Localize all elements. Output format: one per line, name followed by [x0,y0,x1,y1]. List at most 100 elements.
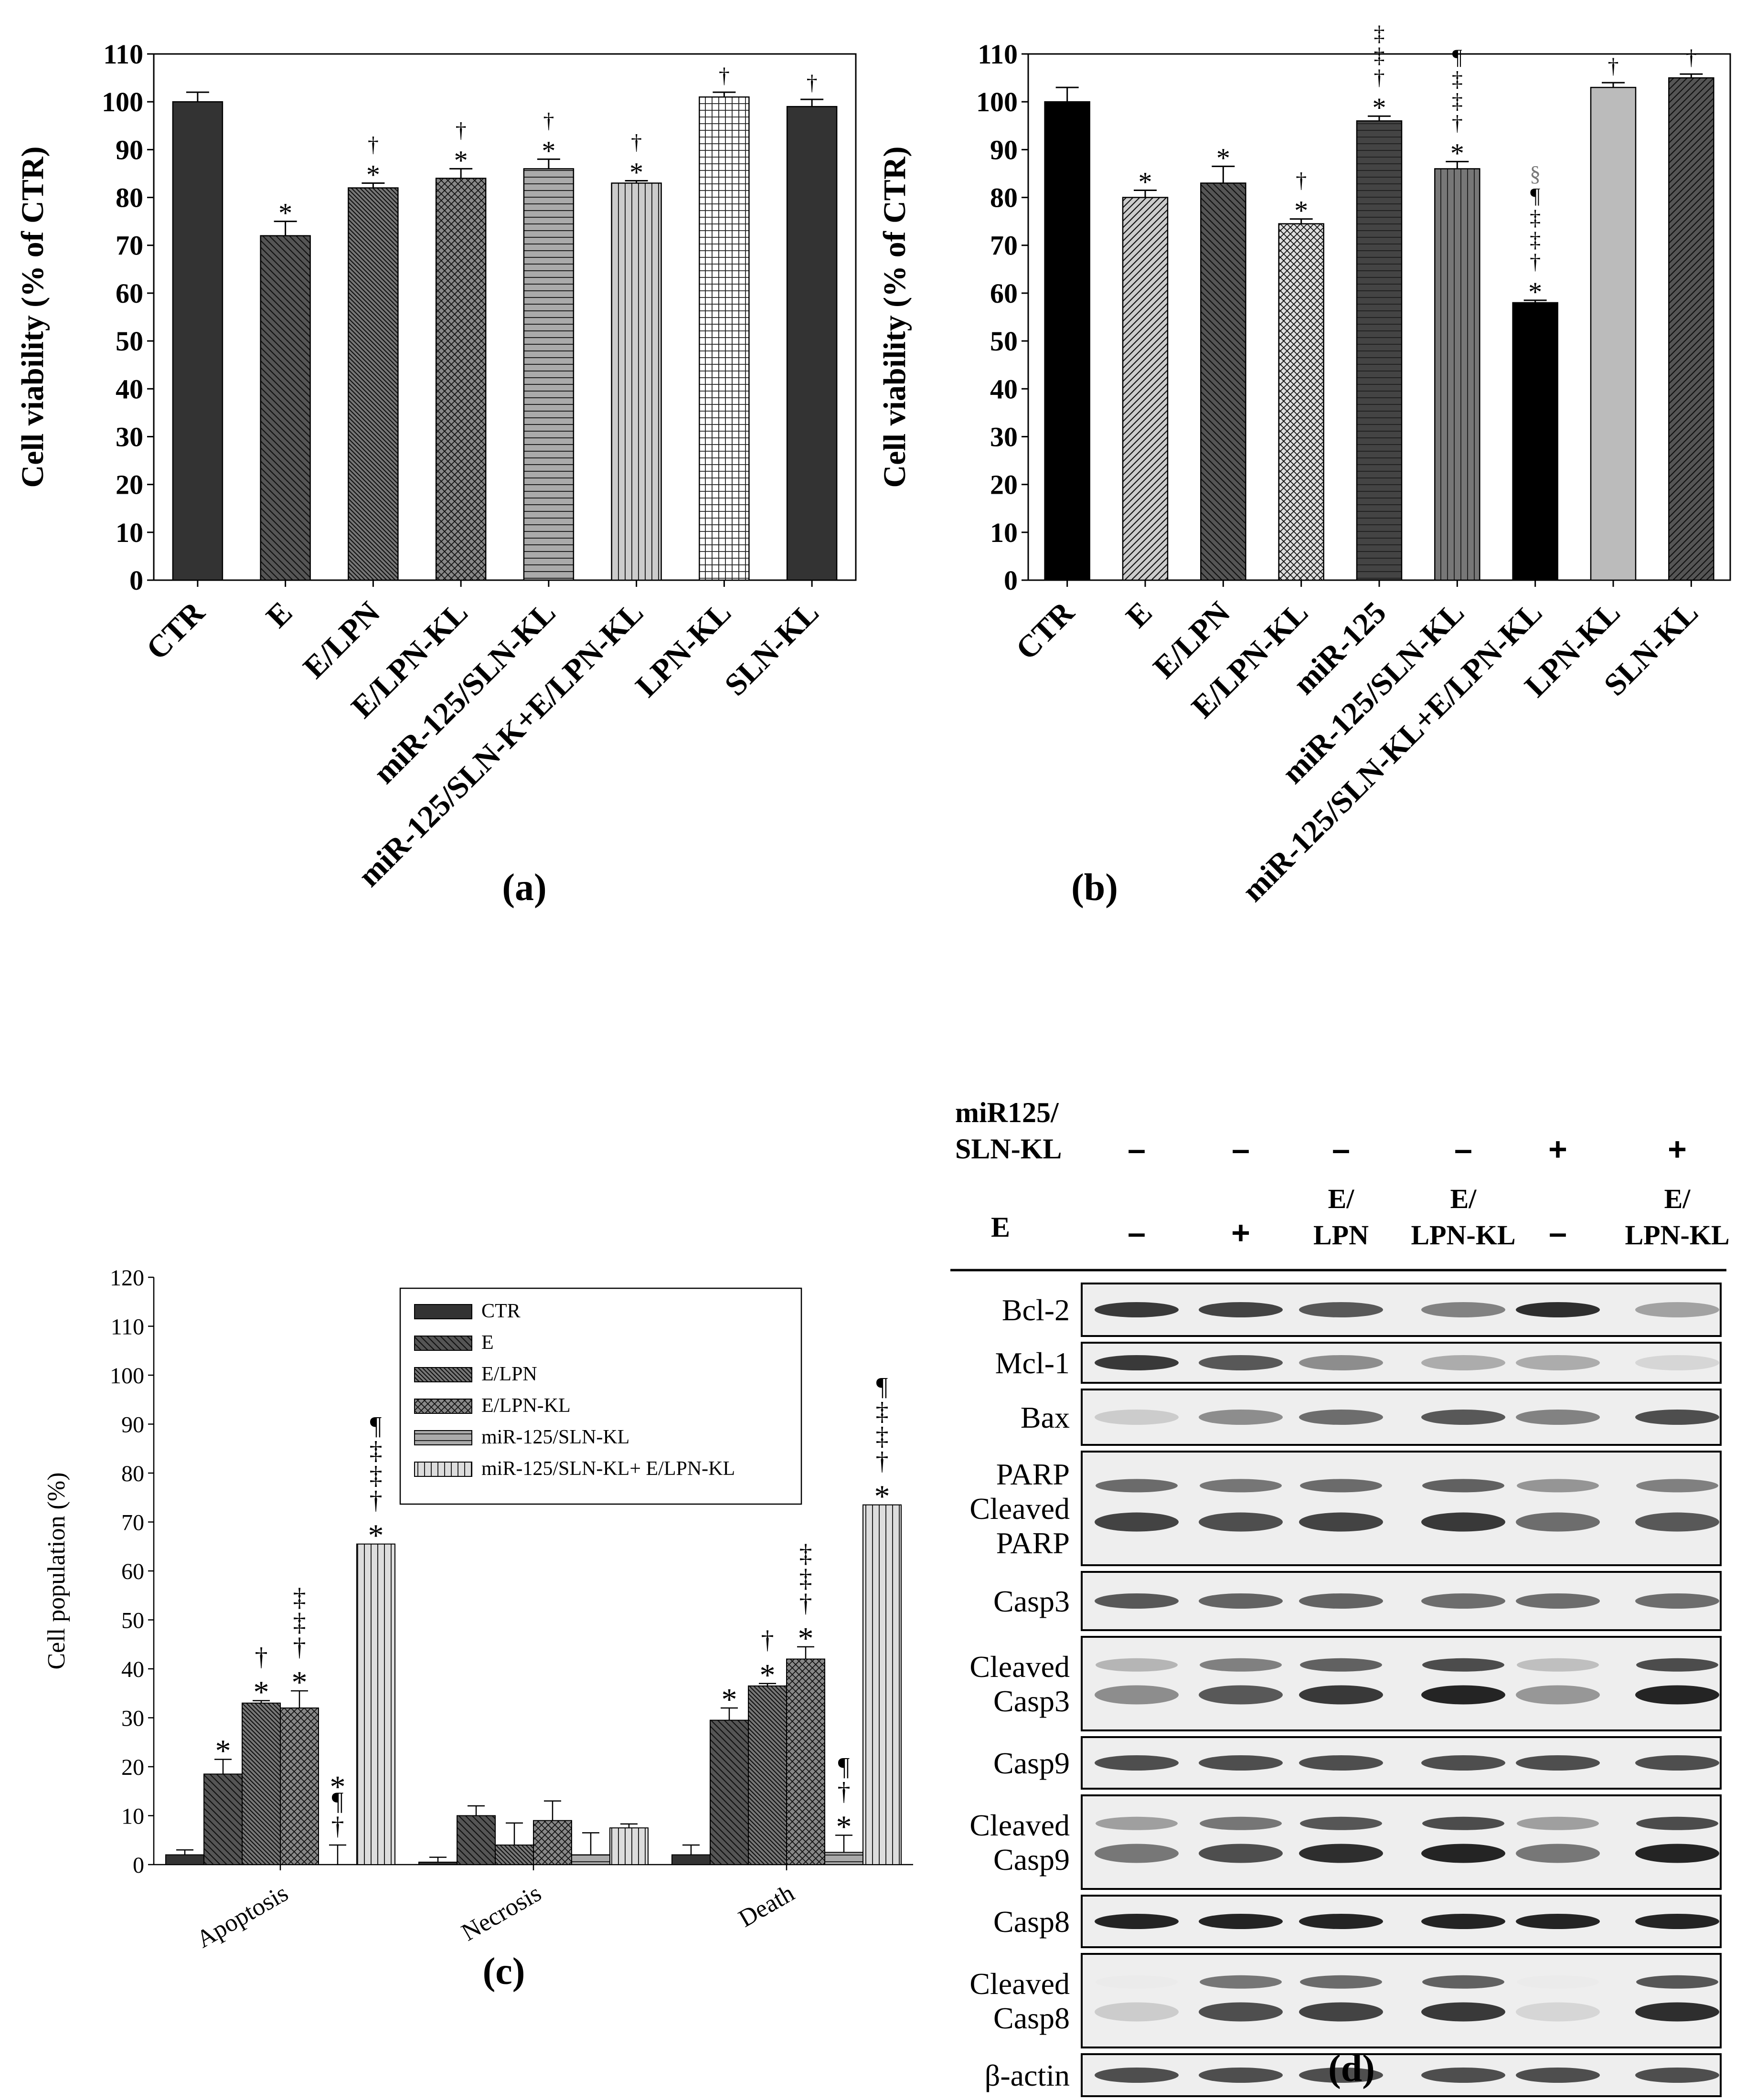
panel-d-band [1199,1512,1283,1532]
panel-a-bar [786,106,838,581]
panel-c-bar [165,1854,204,1865]
panel-c-bar [609,1827,649,1865]
panel-d-band [1299,1512,1383,1532]
panel-a-significance-mark: * [542,135,555,166]
panel-d-band-upper [1300,1975,1382,1989]
panel-d-band [1635,1844,1719,1863]
panel-d-band-upper [1096,1975,1178,1989]
panel-d-band-upper [1422,1975,1504,1989]
panel-b-significance-mark: † [1530,249,1541,274]
panel-d-header-mir-label: miR125/ [955,1097,1059,1128]
panel-c-significance-mark: * [836,1810,852,1845]
panel-a-y-tick-label: 100 [102,86,143,117]
panel-b-significance-mark: * [1528,276,1542,308]
panel-d-band [1299,2002,1383,2022]
panel-d-blot-row: β-actin [985,2053,1722,2097]
panel-d-band [1516,1844,1600,1863]
panel-a-panel-label: (a) [502,867,546,909]
panel-d-band [1421,1755,1505,1771]
panel-c-y-tick-label: 50 [121,1608,144,1633]
panel-d-band [1299,1593,1383,1609]
panel-b-significance-mark: ¶ [1530,183,1540,208]
panel-a-significance-mark: * [629,157,643,188]
panel-c-y-tick-label: 90 [121,1412,144,1438]
panel-d-band [1299,1755,1383,1771]
panel-d-lane-e-value: + [1231,1215,1250,1251]
panel-d-lane-mir-value: + [1668,1131,1687,1167]
panel-b-bar [1434,168,1480,581]
panel-d-band-label: PARP [996,1526,1070,1560]
panel-d-band [1299,1844,1383,1863]
panel-a-significance-mark: * [278,198,292,229]
panel-a-y-tick-label: 80 [116,182,143,213]
panel-c-significance-mark: * [760,1658,776,1693]
panel-c-legend-swatch [414,1399,472,1414]
panel-b-significance-mark: ‡ [1530,227,1541,252]
panel-a-bar [172,101,224,581]
panel-c-legend-label: E/LPN-KL [481,1395,571,1417]
panel-c-significance-mark: ‡ [370,1436,383,1465]
panel-d-band-label: Casp8 [993,2001,1070,2035]
panel-b-significance-mark: * [1216,142,1230,173]
panel-b-y-tick-label: 30 [990,421,1018,452]
panel-d-band [1199,1410,1283,1425]
panel-c-significance-mark: † [293,1633,306,1661]
panel-a-y-tick-label: 90 [116,134,143,165]
panel-d-band [1516,1685,1600,1705]
panel-d-band [1095,1593,1179,1609]
panel-c-significance-mark: * [722,1682,737,1717]
panel-d-band [1299,1302,1383,1317]
panel-a-category-label: LPN-KL [629,595,738,704]
panel-c-legend-swatch [414,1430,472,1445]
panel-d-band [1516,1914,1600,1929]
panel-d-band-label: Casp9 [993,1843,1070,1877]
panel-c-bar [495,1845,534,1865]
panel-a-significance-mark: † [719,63,730,87]
panel-d-blot-strip [1081,1895,1722,1948]
panel-d-band [1095,1844,1179,1863]
panel-c-bar [671,1854,711,1865]
panel-c-y-tick-label: 40 [121,1657,144,1682]
panel-d-band [1299,1914,1383,1929]
panel-d-western-blot: miR125/SLN-KL E – – – – + + – + E/LPN E/LPN-KL – E/LP… [950,1097,1730,2097]
panel-d-band-label: Casp3 [993,1584,1070,1618]
panel-b-y-tick-label: 90 [990,134,1018,165]
panel-c-significance-mark: * [798,1621,814,1656]
panel-a-y-tick-label: 60 [116,278,143,309]
panel-c-legend-swatch [414,1336,472,1351]
panel-d-blot-strip [1081,1342,1722,1384]
panel-b-category-label: CTR [1009,594,1081,667]
panel-d-band [1635,1512,1719,1532]
panel-b-y-tick-label: 110 [978,39,1018,70]
panel-a-plot-frame [153,53,857,581]
panel-c-legend-swatch [414,1462,472,1477]
panel-d-blot-strip [1081,1451,1722,1566]
panel-d-blot-strip [1081,1571,1722,1631]
panel-c-legend-swatch [414,1304,472,1319]
panel-a-significance-mark: † [807,70,818,95]
panel-c-category-label: Necrosis [457,1879,546,1946]
panel-c-significance-mark: ‡ [799,1564,812,1592]
panel-a-significance-mark: * [366,159,380,190]
panel-b-significance-mark: † [1608,53,1619,78]
panel-a-bar [260,235,311,581]
panel-d-band [1095,1410,1179,1425]
panel-d-blot-row: Casp9 [993,1736,1722,1790]
panel-b-y-tick-label: 80 [990,182,1018,213]
panel-b-bar [1200,182,1246,581]
panel-c-y-tick-label: 70 [121,1510,144,1536]
panel-c-bar [356,1543,395,1865]
panel-b-category-label: E [1119,595,1159,635]
panel-a-bar [348,187,399,581]
panel-c-significance-mark: ¶ [332,1787,343,1815]
panel-c-significance-mark: ‡ [293,1608,306,1636]
panel-a-significance-mark: † [543,108,554,132]
panel-c-legend-label: CTR [481,1300,521,1322]
panel-c-significance-mark: † [331,1812,344,1840]
panel-d-band [1299,1685,1383,1705]
panel-a-y-tick-label: 30 [116,421,143,452]
panel-d-band [1635,1685,1719,1705]
panel-a-significance-mark: * [454,145,468,176]
panel-b-y-tick-label: 10 [990,517,1018,548]
panel-d-band [1635,1302,1719,1317]
